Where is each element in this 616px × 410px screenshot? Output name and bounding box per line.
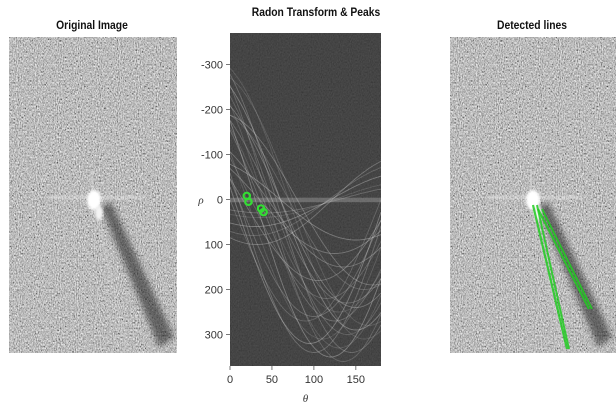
detected-lines-image [450, 37, 616, 353]
radon-curve [230, 163, 381, 241]
x-tick-label: 50 [266, 374, 278, 386]
radon-curve [230, 186, 381, 344]
radon-curve [230, 114, 381, 286]
radon-curve [230, 86, 381, 331]
radon-curve [230, 160, 381, 245]
radon-curve [230, 157, 381, 299]
radon-curve [230, 179, 381, 317]
x-tick-label: 0 [227, 374, 233, 386]
y-tick-label: 300 [205, 330, 223, 342]
y-tick-label: -300 [201, 60, 223, 72]
radon-curve [230, 84, 381, 362]
radon-curve [230, 167, 381, 236]
y-tick-label: 200 [205, 285, 223, 297]
radon-peak-4 [259, 207, 268, 217]
radon-curve [230, 119, 381, 304]
radon-curve [230, 77, 381, 326]
original-image-title: Original Image [56, 18, 128, 32]
y-tick-label: -100 [201, 150, 223, 162]
radon-curve [230, 73, 381, 353]
radon-curve [230, 129, 381, 322]
y-tick-label: 0 [217, 195, 223, 207]
radon-curve [230, 114, 381, 290]
radon-chart: -300 -200 -100 0 100 200 300 0 50 100 150 θ ρ [186, 22, 396, 410]
radon-curve [230, 172, 381, 353]
radon-curve [230, 199, 381, 322]
bright-target [87, 190, 101, 210]
detected-lines-title: Detected lines [497, 18, 567, 32]
original-image [9, 37, 177, 353]
ship-wake [101, 202, 174, 347]
y-tick-label: 100 [205, 240, 223, 252]
radon-curve [230, 151, 381, 340]
x-tick-label: 100 [305, 374, 323, 386]
radon-curve [230, 120, 381, 358]
radon-curve [230, 103, 381, 349]
radon-curve [230, 175, 381, 227]
radon-curve [230, 168, 381, 254]
radon-curve [230, 95, 381, 335]
radon-curve [230, 188, 381, 214]
original-image-canvas [9, 37, 177, 353]
detected-line-2 [536, 204, 570, 350]
detected-line-4 [541, 208, 593, 310]
x-tick-label: 150 [347, 374, 365, 386]
radon-curve [230, 105, 381, 308]
radon-chart-svg: -300 -200 -100 0 100 200 300 0 50 100 150 θ ρ [197, 33, 381, 405]
radon-heatmap [230, 33, 381, 366]
radon-curve [230, 184, 381, 218]
radon-curve [230, 151, 381, 268]
radon-curve [230, 68, 381, 340]
radon-curve [230, 126, 381, 313]
y-axis-label: ρ [197, 195, 203, 207]
detected-line-1 [531, 204, 569, 350]
detected-line-3 [537, 208, 590, 310]
radon-curve [230, 178, 381, 281]
radon-peak-2 [244, 197, 253, 207]
detected-lines-canvas [450, 37, 616, 353]
radon-transform-title: Radon Transform & Peaks [251, 5, 381, 19]
y-tick-label: -200 [201, 105, 223, 117]
x-axis-label: θ [303, 393, 309, 405]
